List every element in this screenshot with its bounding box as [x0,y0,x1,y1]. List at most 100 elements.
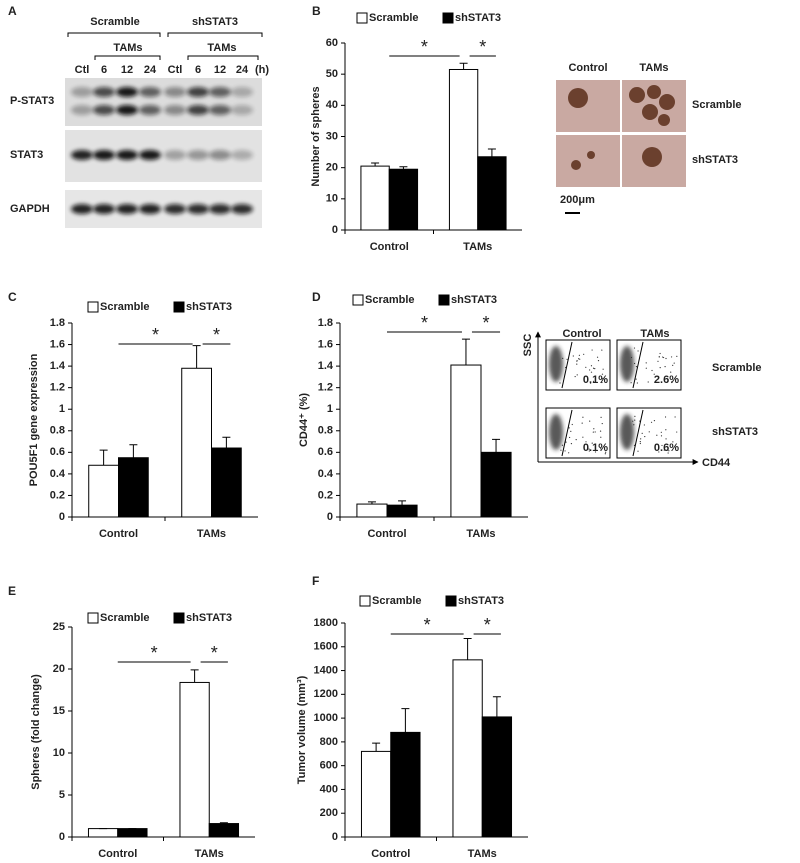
error-bar [401,708,410,733]
y-axis-label: Number of spheres [310,86,322,186]
percentage: 0.1% [583,442,608,454]
error-bar [463,637,472,660]
band [164,204,186,214]
percentage: 2.6% [654,374,679,386]
panel-label: A [8,4,17,18]
group-label: Scramble [90,16,140,28]
dot [662,356,664,358]
legend-swatch [442,12,454,24]
error-bar [492,696,501,717]
dot [637,450,639,452]
dot [589,420,591,422]
dot [640,438,642,440]
panel-label: E [8,584,16,598]
dot [585,441,587,443]
dot [604,453,606,455]
dot [576,360,578,362]
dot [560,449,562,451]
dot [601,381,603,384]
column-label: Control [562,328,601,340]
dot [593,428,595,430]
bar [117,828,148,838]
dot [601,373,604,375]
band [139,204,161,214]
dot [565,441,567,443]
y-tick-label: 1.4 [318,360,334,372]
dot [645,367,647,369]
dot [602,368,604,370]
dot [644,435,646,438]
dot [592,431,594,433]
sphere [642,147,662,167]
y-tick-label: 0 [327,511,333,523]
row-label: shSTAT3 [692,154,738,166]
band [231,105,253,115]
dot [647,381,649,383]
cell-cluster [549,414,563,450]
band [93,150,115,160]
lane-label: 6 [101,64,107,76]
y-tick-label: 0.2 [318,489,333,501]
sphere [659,94,675,110]
dot [578,354,580,356]
blot [65,78,262,126]
band [187,87,209,97]
dot [600,436,602,438]
legend-swatch [352,294,364,306]
dot [566,358,568,360]
y-tick-label: 1.2 [318,382,333,394]
legend-swatch [173,612,185,624]
dot [594,368,596,370]
band [164,105,186,115]
lane-label: 12 [121,64,133,76]
dot [671,381,673,384]
dot [572,355,574,357]
axis-label: SSC [522,334,534,357]
band [71,150,93,160]
annotation: * [152,325,159,345]
bar [386,504,418,518]
band [116,204,138,214]
band [231,204,253,214]
dot [672,364,674,366]
dot [570,430,572,432]
band [209,204,231,214]
band [139,105,161,115]
band [116,87,138,97]
y-tick-label: 1.2 [50,382,65,394]
dot [650,421,653,423]
dot [672,441,674,443]
panel-a: A Scramble shSTAT3 TAMs TAMs P-STAT3 STA… [8,4,269,228]
dot [568,427,570,429]
x-tick-label: TAMs [468,848,497,860]
dot [600,416,602,419]
legend-label: Scramble [100,301,150,313]
column-label: TAMs [640,328,669,340]
bracket [94,55,259,60]
dot [663,449,665,451]
legend-swatch [445,595,457,607]
y-tick-label: 0 [332,224,338,236]
x-tick-label: TAMs [463,241,492,253]
y-tick-label: 20 [326,162,338,174]
dot [636,382,638,384]
dot [575,439,577,441]
column-label: Control [568,62,607,74]
dot [599,430,602,432]
legend-label: shSTAT3 [186,612,232,624]
gate [561,341,573,389]
dot [559,382,561,384]
annotation: * [151,643,158,663]
dot [633,362,636,365]
dot [591,442,593,444]
dot [660,435,663,437]
dot [596,356,599,358]
legend-label: Scramble [365,294,415,306]
dot [576,374,578,376]
y-tick-label: 600 [320,760,338,772]
y-tick-label: 0 [332,831,338,843]
y-tick-label: 15 [53,705,65,717]
row-label: GAPDH [10,203,50,215]
dot [594,451,597,453]
bar [356,503,388,518]
